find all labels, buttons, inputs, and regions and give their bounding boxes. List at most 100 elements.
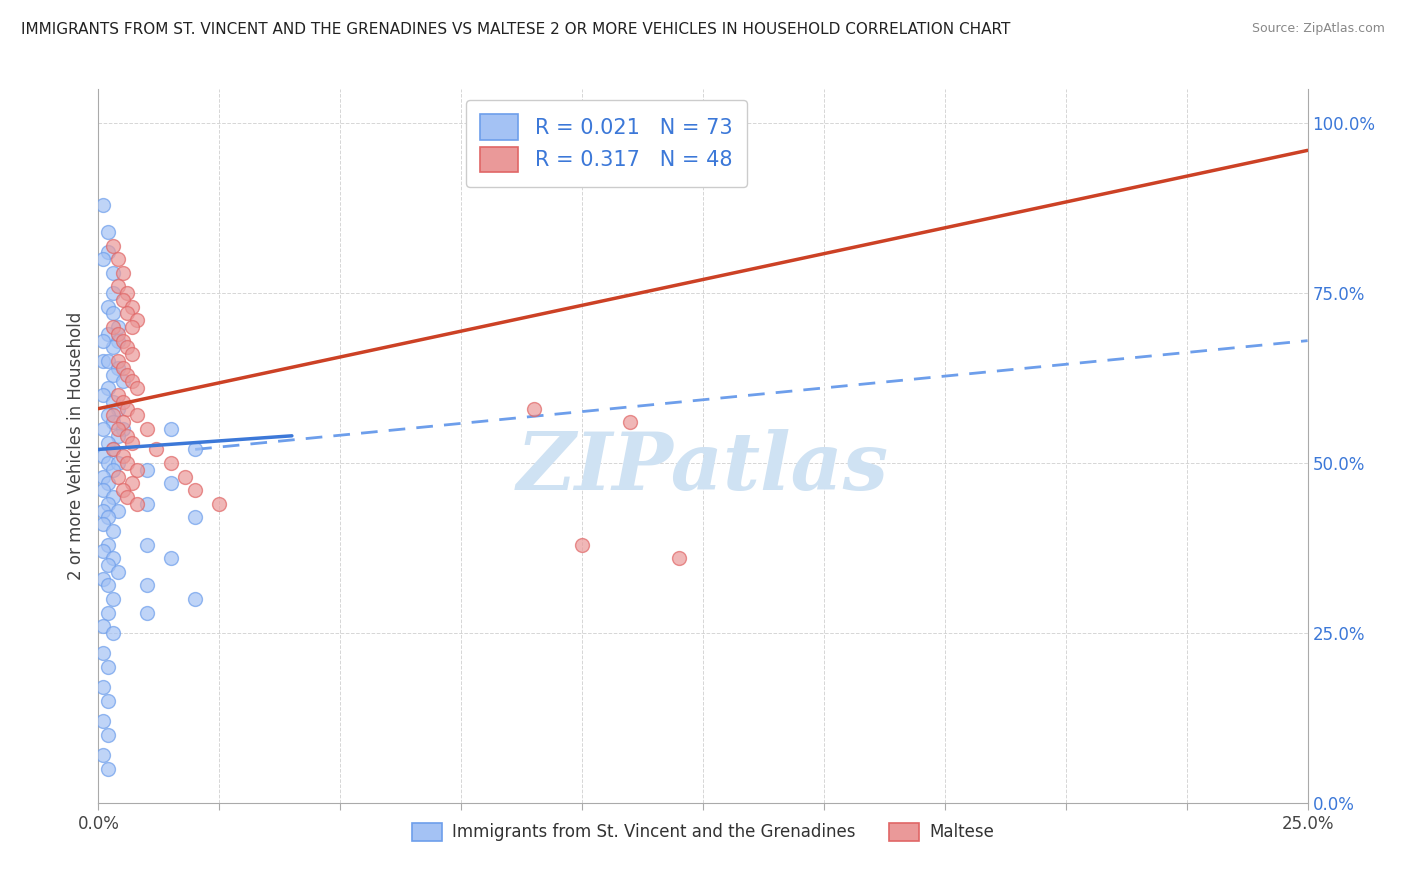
Point [91,714,114,729]
Point [101,442,124,457]
Point [91,646,114,660]
Point [91,354,114,368]
Point [127,381,149,395]
Point [184,591,207,606]
Point [97,694,120,708]
Point [107,354,129,368]
Point [111,334,134,348]
Point [107,401,129,416]
Point [107,326,129,341]
Point [668,551,690,566]
Point [97,537,120,551]
Point [91,449,114,463]
Text: IMMIGRANTS FROM ST. VINCENT AND THE GRENADINES VS MALTESE 2 OR MORE VEHICLES IN : IMMIGRANTS FROM ST. VINCENT AND THE GREN… [21,22,1011,37]
Point [97,606,120,620]
Point [107,469,129,483]
Point [101,320,124,334]
Point [135,578,157,592]
Point [111,375,134,389]
Point [97,510,120,524]
Point [117,306,139,320]
Point [97,381,120,395]
Point [97,435,120,450]
Point [127,463,149,477]
Point [91,503,114,517]
Point [121,435,143,450]
Point [101,368,124,382]
Point [91,544,114,558]
Point [91,572,114,586]
Point [160,551,183,566]
Point [101,415,124,429]
Point [184,483,207,498]
Point [127,497,149,511]
Point [111,449,134,463]
Point [174,469,197,483]
Point [121,320,143,334]
Point [107,388,129,402]
Point [91,198,114,212]
Point [121,375,143,389]
Point [97,660,120,674]
Point [107,565,129,579]
Point [101,442,124,457]
Point [91,334,114,348]
Text: ZIPatlas: ZIPatlas [517,429,889,506]
Point [619,415,641,429]
Point [101,591,124,606]
Point [97,578,120,592]
Point [184,510,207,524]
Point [111,266,134,280]
Point [101,394,124,409]
Point [121,476,143,491]
Point [145,442,167,457]
Point [117,286,139,301]
Point [91,388,114,402]
Legend: Immigrants from St. Vincent and the Grenadines, Maltese: Immigrants from St. Vincent and the Gren… [405,816,1001,848]
Point [91,469,114,483]
Point [107,429,129,443]
Point [127,313,149,327]
Point [97,354,120,368]
Point [97,728,120,742]
Point [101,524,124,538]
Point [107,422,129,436]
Point [160,456,183,470]
Point [107,320,129,334]
Point [97,558,120,572]
Point [101,626,124,640]
Point [184,442,207,457]
Point [111,360,134,375]
Point [111,422,134,436]
Point [101,463,124,477]
Point [101,490,124,504]
Point [523,401,546,416]
Point [127,409,149,423]
Point [97,300,120,314]
Point [97,497,120,511]
Point [111,415,134,429]
Point [101,238,124,252]
Point [107,334,129,348]
Point [107,456,129,470]
Point [107,252,129,266]
Point [91,483,114,498]
Point [117,456,139,470]
Text: Source: ZipAtlas.com: Source: ZipAtlas.com [1251,22,1385,36]
Point [107,503,129,517]
Point [135,422,157,436]
Point [571,537,593,551]
Point [135,497,157,511]
Point [121,347,143,361]
Point [101,551,124,566]
Y-axis label: 2 or more Vehicles in Household: 2 or more Vehicles in Household [66,312,84,580]
Point [101,341,124,355]
Point [117,368,139,382]
Point [111,483,134,498]
Point [97,409,120,423]
Point [111,394,134,409]
Point [97,762,120,776]
Point [101,286,124,301]
Point [91,252,114,266]
Point [135,606,157,620]
